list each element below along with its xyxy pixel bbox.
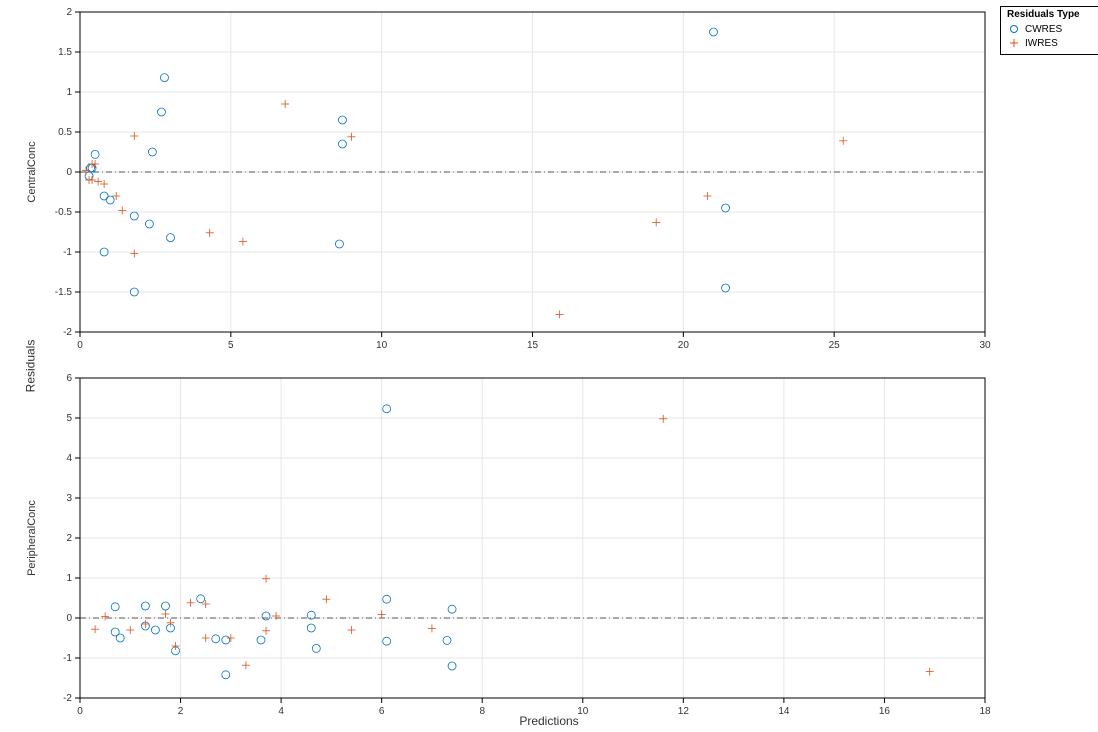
plus-icon [1007,36,1021,50]
legend-item: CWRES [1007,22,1097,36]
tick-label: 4 [66,453,72,464]
tick-label: 16 [879,706,891,717]
tick-label: 8 [479,706,485,717]
tick-label: 5 [66,413,72,424]
tick-label: 2 [178,706,184,717]
legend-item: IWRES [1007,36,1097,50]
tick-label: 0 [66,613,72,624]
plot-panel: 024681012141618-2-10123456 [0,0,1098,732]
panel-ylabel: PeripheralConc [26,500,38,576]
legend: Residuals Type CWRES IWRES [1000,6,1098,55]
tick-label: 18 [979,706,991,717]
tick-label: 2 [66,533,72,544]
tick-label: 0 [77,706,83,717]
legend-title: Residuals Type [1007,9,1097,20]
tick-label: 4 [278,706,284,717]
tick-label: 10 [577,706,589,717]
tick-label: 6 [379,706,385,717]
tick-label: 1 [66,573,72,584]
circle-icon [1007,22,1021,36]
legend-label: CWRES [1025,24,1062,35]
tick-label: 6 [66,373,72,384]
tick-label: 14 [778,706,790,717]
tick-label: 3 [66,493,72,504]
legend-label: IWRES [1025,38,1058,49]
tick-label: -1 [63,653,72,664]
tick-label: 12 [678,706,690,717]
figure: Residuals Predictions 051015202530-2-1.5… [0,0,1098,732]
tick-label: -2 [63,693,72,704]
